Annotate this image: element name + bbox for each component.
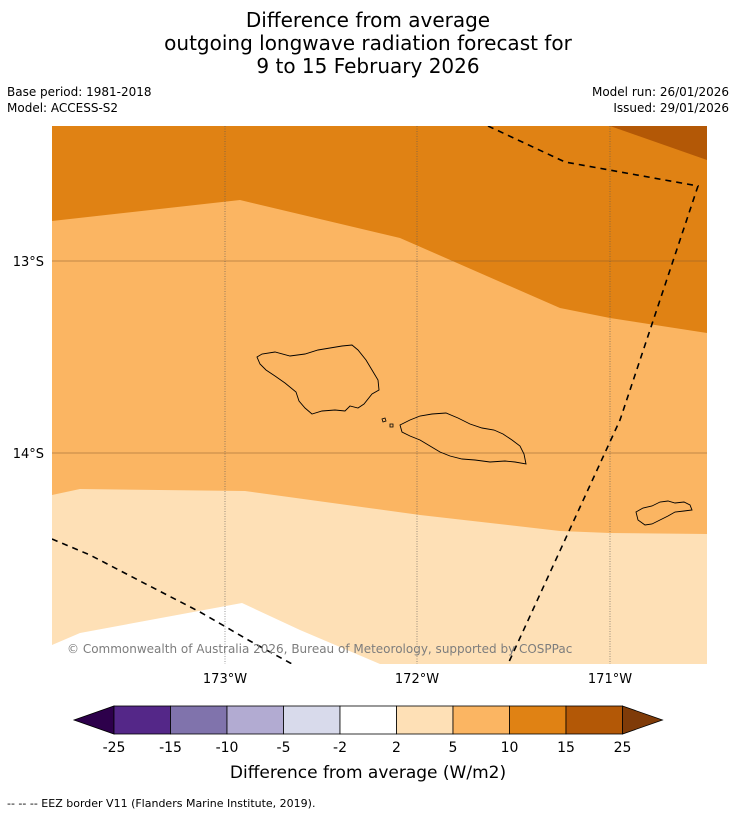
colorbar-tick-label: -2 [333,740,347,756]
colorbar-tick-label: 25 [614,740,632,756]
island-tutuila [635,500,693,526]
colorbar-tick-label: -15 [159,740,182,756]
lat-label-14s: 14°S [13,447,44,462]
band-15-25 [610,126,707,160]
eez-border-west [52,538,293,664]
colorbar-tick-label: 5 [449,740,458,756]
island-upolu [399,412,527,465]
colorbar-swatch [452,705,510,735]
colorbar-swatch [113,705,171,735]
island-savaii [256,344,380,415]
issued-date: Issued: 29/01/2026 [613,101,729,115]
model-run: Model run: 26/01/2026 [591,85,729,99]
colorbar-tick-label: 15 [557,740,575,756]
title-line-1: Difference from average [245,8,491,32]
colorbar-title: Difference from average (W/m2) [230,763,506,783]
colorbar-swatch [170,705,228,735]
copyright-text: © Commonwealth of Australia 2026, Bureau… [67,642,572,656]
eez-border-east [487,126,700,664]
title-line-3: 9 to 15 February 2026 [256,54,480,78]
title-line-2: outgoing longwave radiation forecast for [164,31,572,55]
island-manono [381,417,394,428]
colorbar-swatch [283,705,341,735]
colorbar: -25 -15 -10 -5 -2 2 5 10 15 25 [72,705,664,756]
colorbar-swatch [339,705,397,735]
lon-label-171w: 171°W [588,672,632,687]
colorbar-swatch [509,705,567,735]
band-10-15 [52,126,707,333]
colorbar-tick-label: 10 [501,740,519,756]
base-period: Base period: 1981-2018 [7,85,152,99]
colorbar-tick-label: -25 [103,740,126,756]
colorbar-swatch [396,705,454,735]
colorbar-swatch [226,705,284,735]
colorbar-tick-label: 2 [392,740,401,756]
eez-footnote: -- -- -- EEZ border V11 (Flanders Marine… [7,797,316,810]
model-name: Model: ACCESS-S2 [7,101,119,115]
colorbar-arrow-low [72,705,115,735]
colorbar-swatch [565,705,623,735]
colorbar-arrow-high [622,705,664,735]
colorbar-tick-label: -10 [216,740,239,756]
lon-label-173w: 173°W [203,672,247,687]
colorbar-tick-label: -5 [277,740,291,756]
map-area [52,126,707,664]
band-below-2 [52,603,380,664]
lat-label-13s: 13°S [13,255,44,270]
lon-label-172w: 172°W [395,672,439,687]
